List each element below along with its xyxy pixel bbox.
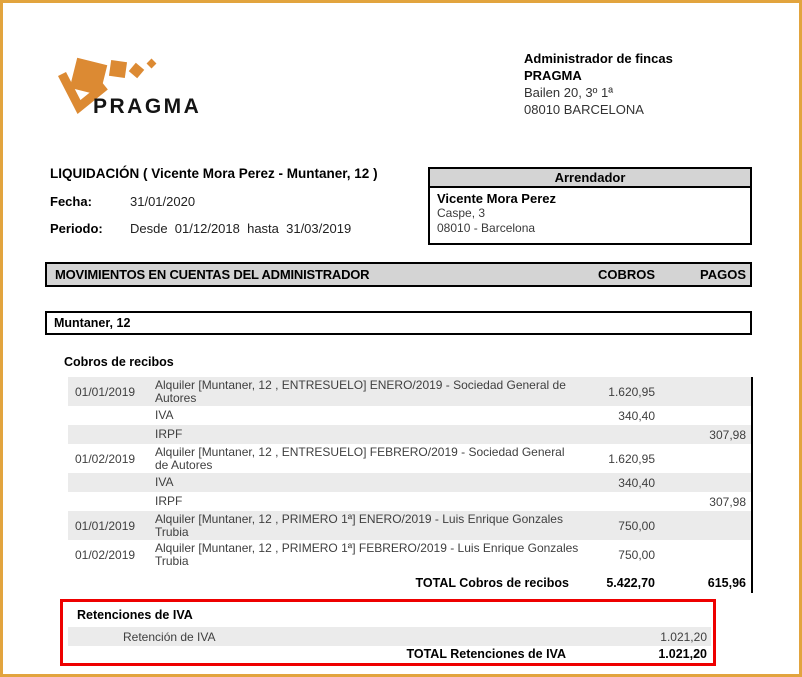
fecha-value: 31/01/2020 [130, 194, 196, 209]
row-concept: Alquiler [Muntaner, 12 , ENTRESUELO] ENE… [155, 378, 566, 405]
row-concept: Alquiler [Muntaner, 12 , ENTRESUELO] FEB… [155, 445, 565, 472]
row-concept: IVA [155, 408, 174, 423]
cobros-table: 01/01/2019 Alquiler [Muntaner, 12 , ENTR… [68, 377, 753, 593]
admin-address2: 08010 BARCELONA [524, 102, 644, 117]
row-cobros-value: 750,00 [618, 547, 655, 562]
property-bar: Muntaner, 12 [45, 311, 752, 335]
row-date: 01/01/2019 [75, 384, 136, 399]
retenciones-row-value: 1.021,20 [660, 629, 707, 644]
row-concept: Alquiler [Muntaner, 12 , PRIMERO 1ª] ENE… [155, 512, 563, 539]
admin-address1: Bailen 20, 3º 1ª [524, 85, 614, 100]
arrendador-body: Vicente Mora Perez Caspe, 3 08010 - Barc… [430, 188, 750, 239]
pragma-logo: PRAGMA [57, 57, 201, 118]
row-date: 01/02/2019 [75, 547, 136, 562]
table-row: 01/02/2019 Alquiler [Muntaner, 12 , PRIM… [68, 540, 751, 569]
highlight-box-retenciones: Retenciones de IVA Retención de IVA 1.02… [60, 599, 716, 666]
retenciones-heading: Retenciones de IVA [77, 608, 193, 622]
periodo-label: Periodo: [50, 221, 103, 236]
cobros-total-cobros-value: 5.422,70 [606, 575, 655, 590]
arrendador-header: Arrendador [430, 169, 750, 188]
table-row: 01/02/2019 Alquiler [Muntaner, 12 , ENTR… [68, 444, 751, 473]
row-cobros-value: 750,00 [618, 518, 655, 533]
retenciones-total-label: TOTAL Retenciones de IVA [406, 647, 566, 661]
fecha-label: Fecha: [50, 194, 92, 209]
row-concept: IRPF [155, 494, 183, 509]
logo-diamond-small-icon [128, 62, 145, 79]
retenciones-total-row: TOTAL Retenciones de IVA 1.021,20 [68, 647, 711, 661]
cobros-total-label: TOTAL Cobros de recibos [415, 575, 570, 590]
administrator-block: Administrador de fincas PRAGMA Bailen 20… [524, 50, 673, 118]
logo-diamond-tiny-icon [146, 58, 157, 69]
cobros-total-pagos-value: 615,96 [707, 575, 746, 590]
row-date: 01/02/2019 [75, 451, 136, 466]
admin-line2: PRAGMA [524, 68, 582, 83]
row-date: 01/01/2019 [75, 518, 136, 533]
cobros-table-rows: 01/01/2019 Alquiler [Muntaner, 12 , ENTR… [68, 377, 751, 569]
logo-square-large-icon [69, 57, 108, 96]
retenciones-row: Retención de IVA 1.021,20 [68, 627, 711, 646]
table-row: 01/01/2019 Alquiler [Muntaner, 12 , PRIM… [68, 511, 751, 540]
movimientos-title: MOVIMIENTOS EN CUENTAS DEL ADMINISTRADOR [55, 267, 370, 282]
column-header-pagos: PAGOS [700, 267, 746, 282]
retenciones-total-value: 1.021,20 [658, 647, 707, 661]
admin-line1: Administrador de fincas [524, 51, 673, 66]
arrendador-box: Arrendador Vicente Mora Perez Caspe, 3 0… [428, 167, 752, 245]
table-row: IVA 340,40 [68, 406, 751, 425]
table-row: IRPF 307,98 [68, 492, 751, 511]
table-row: 01/01/2019 Alquiler [Muntaner, 12 , ENTR… [68, 377, 751, 406]
arrendador-name: Vicente Mora Perez [437, 191, 556, 206]
cobros-section-heading: Cobros de recibos [64, 355, 174, 369]
arrendador-address1: Caspe, 3 [437, 206, 486, 220]
table-row: IRPF 307,98 [68, 425, 751, 444]
periodo-value: Desde 01/12/2018 hasta 31/03/2019 [130, 221, 352, 236]
table-row: IVA 340,40 [68, 473, 751, 492]
row-pagos-value: 307,98 [709, 427, 746, 442]
movimientos-header-bar: MOVIMIENTOS EN CUENTAS DEL ADMINISTRADOR… [45, 262, 752, 287]
row-cobros-value: 1.620,95 [608, 451, 655, 466]
column-header-cobros: COBROS [597, 267, 655, 282]
logo-text: PRAGMA [93, 95, 201, 118]
row-cobros-value: 340,40 [618, 408, 655, 423]
retenciones-row-label: Retención de IVA [123, 629, 216, 644]
row-concept: IRPF [155, 427, 183, 442]
row-cobros-value: 340,40 [618, 475, 655, 490]
row-cobros-value: 1.620,95 [608, 384, 655, 399]
row-concept: IVA [155, 475, 174, 490]
logo-square-medium-icon [108, 59, 128, 79]
row-concept: Alquiler [Muntaner, 12 , PRIMERO 1ª] FEB… [155, 541, 579, 568]
arrendador-address2: 08010 - Barcelona [437, 221, 536, 235]
row-pagos-value: 307,98 [709, 494, 746, 509]
liquidation-title: LIQUIDACIÓN ( Vicente Mora Perez - Munta… [50, 166, 378, 181]
cobros-total-row: TOTAL Cobros de recibos 5.422,70 615,96 [68, 572, 751, 593]
